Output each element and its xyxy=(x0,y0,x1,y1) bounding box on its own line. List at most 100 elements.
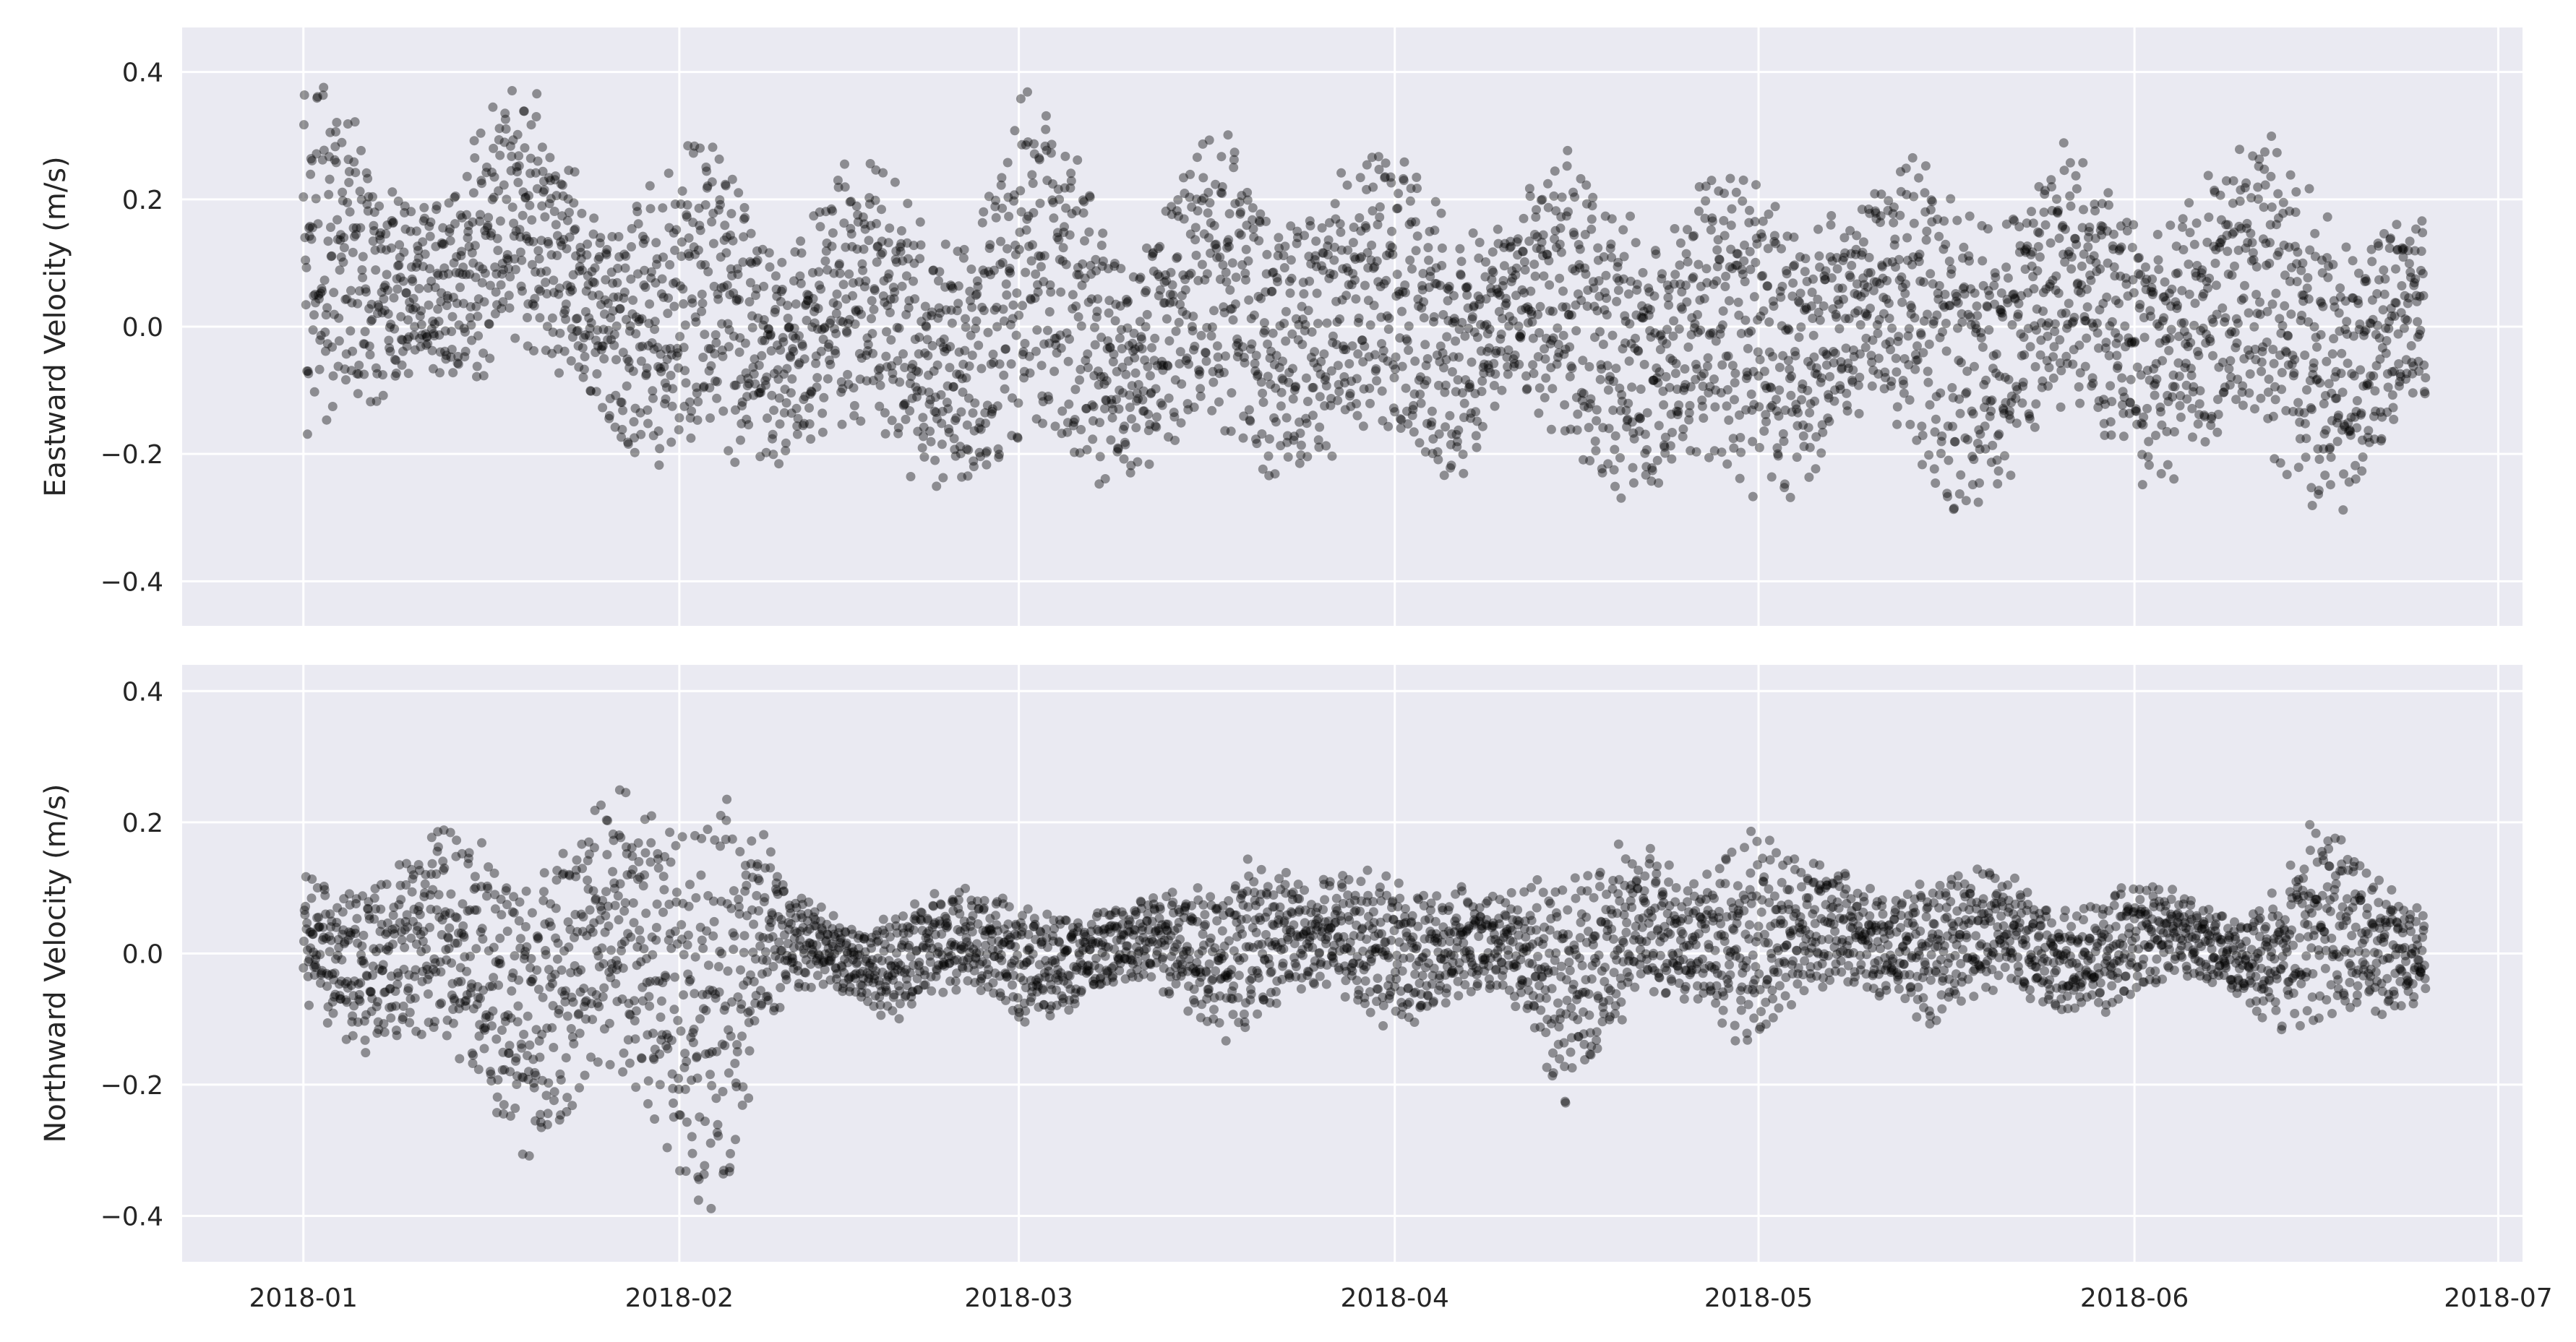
data-point xyxy=(2139,412,2149,422)
data-point xyxy=(474,262,484,272)
data-point xyxy=(1344,358,1354,369)
data-point xyxy=(455,1054,465,1064)
data-point xyxy=(442,350,452,361)
data-point xyxy=(609,340,619,350)
data-point xyxy=(1916,330,1926,340)
data-point xyxy=(1889,202,1899,212)
data-point xyxy=(1738,196,1748,206)
data-point xyxy=(885,308,895,317)
data-point xyxy=(725,290,735,300)
data-point xyxy=(645,299,655,309)
data-point xyxy=(1167,280,1177,290)
data-point xyxy=(846,229,856,239)
data-point xyxy=(538,166,548,176)
data-point xyxy=(618,348,628,358)
data-point xyxy=(1803,423,1813,433)
data-point xyxy=(1738,175,1748,185)
data-point xyxy=(462,171,472,181)
data-point xyxy=(506,165,516,176)
data-point xyxy=(986,359,996,369)
data-point xyxy=(662,354,672,364)
data-point xyxy=(465,951,475,961)
data-point xyxy=(552,231,562,241)
data-point xyxy=(546,194,556,204)
data-point xyxy=(527,215,537,225)
data-point xyxy=(571,314,581,324)
data-point xyxy=(896,238,906,249)
data-point xyxy=(995,259,1005,270)
data-point xyxy=(1190,223,1201,233)
data-point xyxy=(499,137,510,147)
data-point xyxy=(421,944,432,954)
data-point xyxy=(619,1048,629,1058)
data-point xyxy=(843,369,853,379)
data-point xyxy=(1345,389,1355,398)
data-point xyxy=(776,345,786,355)
data-point xyxy=(1258,397,1268,408)
data-point xyxy=(768,429,778,439)
data-point xyxy=(836,377,846,387)
data-point xyxy=(933,313,943,323)
data-point xyxy=(870,284,880,294)
data-point xyxy=(2012,418,2022,429)
data-point xyxy=(1931,478,1941,488)
data-point xyxy=(699,382,709,392)
data-point xyxy=(505,1041,515,1051)
data-point xyxy=(677,832,687,842)
data-point xyxy=(974,423,984,433)
data-point xyxy=(617,424,627,434)
data-point xyxy=(2095,264,2105,274)
data-point xyxy=(424,221,434,231)
data-point xyxy=(448,368,458,378)
data-point xyxy=(390,324,400,334)
data-point xyxy=(1905,419,1915,429)
data-point xyxy=(562,1093,572,1103)
data-point xyxy=(611,355,621,365)
data-point xyxy=(578,343,588,353)
data-point xyxy=(706,361,716,371)
data-point xyxy=(299,120,309,130)
data-point xyxy=(2256,393,2266,403)
data-point xyxy=(2244,388,2254,398)
data-point xyxy=(862,376,872,386)
data-point xyxy=(2066,264,2077,274)
data-point xyxy=(2029,284,2039,294)
data-point xyxy=(631,1006,641,1016)
data-point xyxy=(472,371,481,382)
data-point xyxy=(987,409,997,419)
data-point xyxy=(1889,218,1899,228)
data-point xyxy=(511,1053,521,1063)
data-point xyxy=(1137,334,1146,344)
data-point xyxy=(311,298,320,308)
data-point xyxy=(1002,290,1012,300)
data-point xyxy=(625,321,635,331)
data-point xyxy=(901,414,911,424)
data-point xyxy=(2129,288,2139,298)
data-point xyxy=(420,213,429,223)
data-point xyxy=(937,418,947,429)
data-point xyxy=(2374,241,2384,251)
data-point xyxy=(405,226,416,236)
data-point xyxy=(570,167,580,177)
data-point xyxy=(516,281,526,291)
data-point xyxy=(1510,350,1520,360)
data-point xyxy=(394,260,404,270)
data-point xyxy=(596,800,606,810)
data-point xyxy=(2105,417,2116,427)
data-point xyxy=(1360,280,1370,291)
data-point xyxy=(1740,315,1751,325)
data-point xyxy=(401,288,411,298)
data-point xyxy=(386,319,396,330)
data-point xyxy=(1918,460,1927,470)
data-point xyxy=(335,235,345,245)
data-point xyxy=(851,306,861,317)
data-point xyxy=(521,886,531,896)
data-point xyxy=(974,340,984,350)
data-point xyxy=(332,918,342,927)
data-point xyxy=(2178,222,2187,232)
data-point xyxy=(1225,285,1235,295)
data-point xyxy=(2379,265,2389,275)
data-point xyxy=(2013,309,2023,319)
data-point xyxy=(1137,344,1147,354)
data-point xyxy=(356,223,366,233)
